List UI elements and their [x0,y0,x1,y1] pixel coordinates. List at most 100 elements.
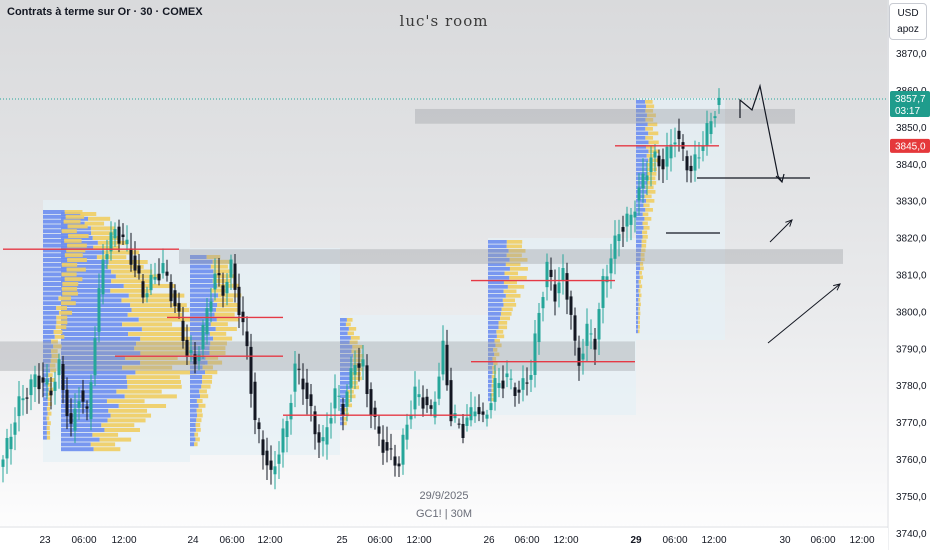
profile-row-yellow [346,318,353,322]
profile-row-blue [488,321,499,325]
profile-row-yellow [507,285,525,289]
profile-row-yellow [128,332,184,336]
profile-row-yellow [492,357,497,361]
profile-row-yellow [202,365,213,370]
profile-row-blue [43,421,48,426]
candle-body [113,229,117,239]
candle-body [621,227,625,232]
profile-row-yellow [202,379,213,384]
profile-row-yellow [61,272,77,277]
profile-row-yellow [509,267,528,271]
profile-row-blue [61,423,102,428]
profile-row-yellow [214,274,235,279]
candle-body [381,439,385,453]
profile-row-yellow [127,384,182,389]
profile-row-yellow [206,255,221,259]
last-price-tag [890,90,930,117]
candle-body [369,389,373,416]
candle-body [397,463,401,467]
candle-body [33,374,37,388]
profile-row-yellow [213,336,233,341]
profile-row-blue [43,243,68,248]
profile-row-blue [340,363,353,367]
profile-row-blue [636,163,648,167]
profile-row-blue [636,131,649,136]
time-tick-label: 30 [779,535,791,546]
profile-row-yellow [491,397,494,402]
profile-row-blue [340,417,344,421]
candle-body [585,323,589,346]
candle-body [569,296,573,315]
profile-row-blue [61,428,105,432]
price-tick-label: 3830,0 [896,197,927,208]
profile-row-yellow [502,298,515,303]
profile-row-blue [43,277,65,282]
profile-row-yellow [65,214,85,219]
candle-body [405,424,409,440]
profile-row-yellow [209,346,226,351]
candle-body [289,402,293,420]
profile-row-yellow [493,348,498,352]
candle-body [481,411,485,415]
profile-row-blue [43,306,57,310]
profile-row-blue [488,285,508,289]
session-date: 29/9/2025 [419,490,469,502]
price-tick-label: 3760,0 [896,455,927,466]
candle-body [421,397,425,409]
profile-row-yellow [195,427,201,432]
profile-row-blue [636,122,648,127]
profile-row-yellow [638,311,641,316]
profile-row-yellow [494,352,500,357]
profile-row-yellow [111,269,153,274]
candle-body [593,338,597,350]
currency-label[interactable]: USD [897,8,919,19]
profile-row-blue [43,301,62,306]
profile-row-blue [488,343,496,348]
candle-body [73,408,77,431]
price-tick-label: 3780,0 [896,381,927,392]
profile-row-yellow [205,355,219,360]
profile-row-yellow [90,442,116,447]
profile-row-yellow [126,375,180,380]
profile-row-yellow [115,274,161,279]
candle-body [177,303,181,312]
candle-body [545,261,549,288]
candle-body [393,456,397,466]
arrow-up-small [769,219,793,243]
symbol-title[interactable]: Contrats à terme sur Or · 30 · COMEX [7,6,203,18]
candle-body [409,414,413,420]
profile-row-yellow [647,181,657,185]
profile-row-blue [61,351,141,356]
profile-row-blue [43,272,62,277]
profile-row-yellow [345,322,351,327]
candle-body [29,379,33,396]
candle-body [1,459,5,467]
profile-row-blue [43,219,64,224]
profile-row-blue [636,154,647,158]
profile-row-yellow [496,334,505,339]
profile-row-yellow [343,421,347,426]
profile-row-yellow [639,271,642,275]
profile-row-blue [488,348,494,352]
profile-row-blue [43,315,57,320]
profile-row-blue [43,426,47,430]
profile-row-yellow [644,217,652,221]
profile-row-yellow [343,417,347,421]
profile-row-yellow [500,316,511,321]
candle-body [257,422,261,430]
candle-body [525,382,529,384]
candle-body [93,338,97,376]
profile-row-blue [340,322,346,327]
profile-row-yellow [110,413,152,418]
profile-row-blue [488,249,509,253]
profile-row-blue [190,408,197,413]
profile-row-blue [43,286,62,291]
profile-row-blue [190,279,213,283]
profile-row-yellow [503,289,517,294]
profile-row-blue [636,289,639,293]
profile-row-blue [340,421,344,426]
profile-row-blue [61,365,123,370]
currency-selector[interactable]: USD apoz [889,3,927,40]
